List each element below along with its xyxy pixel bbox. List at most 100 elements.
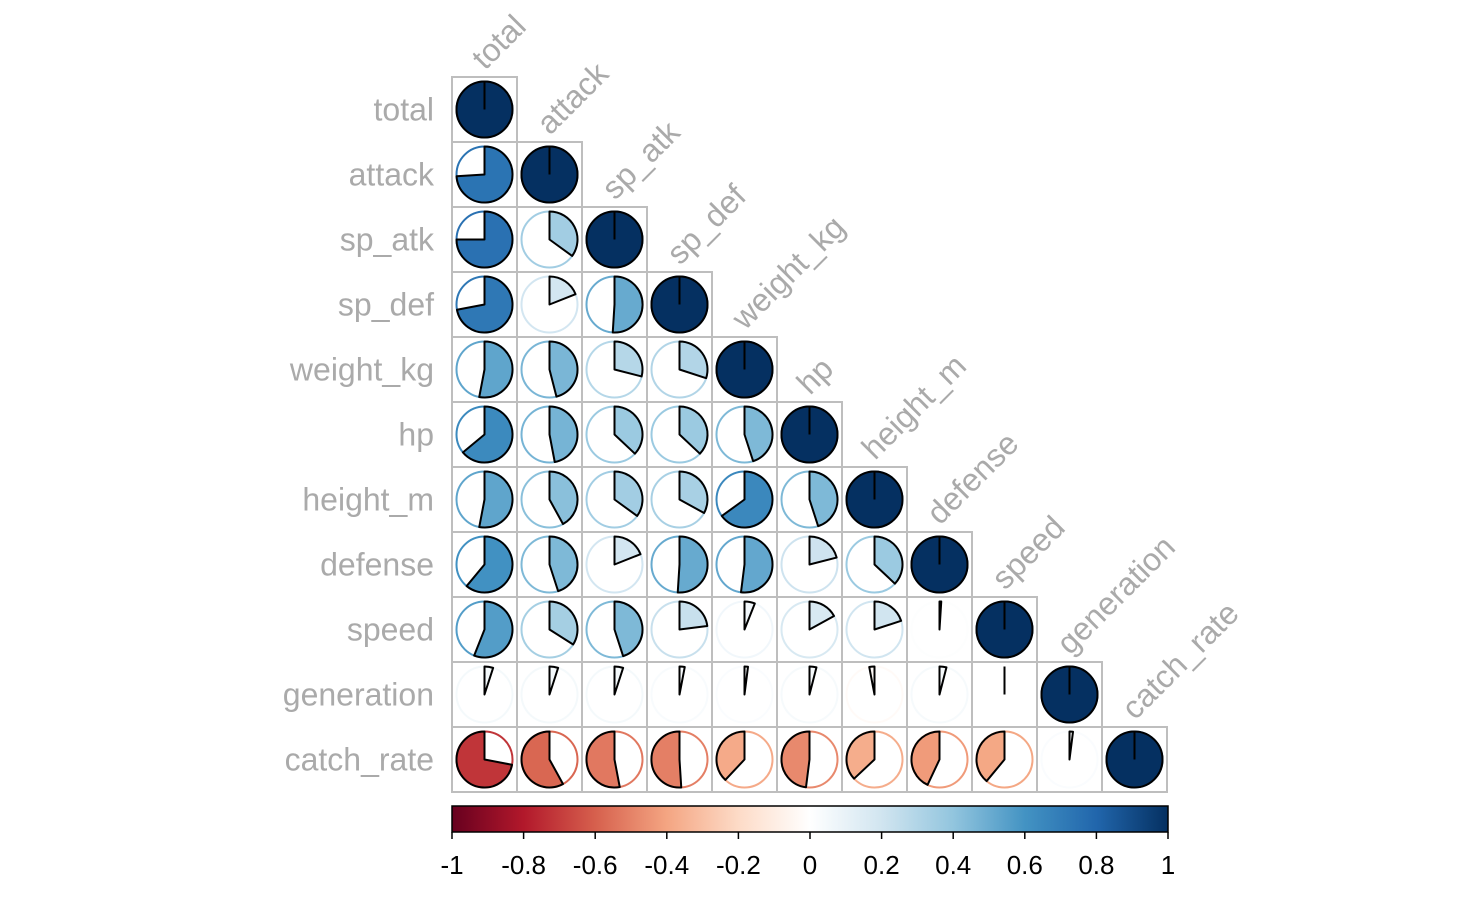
pie-glyph [845, 535, 904, 594]
pie-glyph [455, 470, 514, 529]
column-label: defense [919, 425, 1025, 531]
pie-glyph [455, 730, 514, 789]
pie-slice [715, 730, 746, 781]
pie-slice [548, 535, 579, 593]
pie-glyph [650, 405, 709, 464]
colorbar-tick-label: -0.2 [716, 850, 761, 880]
pie-glyph [780, 730, 839, 789]
pie-slice [650, 730, 683, 789]
pie-glyph [520, 210, 579, 269]
colorbar-tick-label: 1 [1161, 850, 1175, 880]
pie-glyph [715, 600, 774, 659]
row-label: defense [320, 547, 434, 583]
pie-slice [678, 665, 686, 696]
pie-slice [678, 405, 709, 455]
row-label: height_m [302, 482, 434, 518]
pie-slice [613, 340, 644, 378]
column-label: speed [984, 509, 1071, 596]
pie-slice [455, 210, 514, 269]
pie-slice [808, 600, 836, 631]
column-label: total [464, 8, 532, 76]
pie-slice [938, 665, 948, 696]
pie-glyph [650, 535, 709, 594]
pie-slice [520, 730, 564, 789]
pie-slice [613, 405, 644, 455]
pie-slice [780, 730, 811, 789]
pie-slice [483, 665, 495, 696]
pie-glyph [585, 535, 644, 594]
column-label: catch_rate [1114, 595, 1245, 726]
row-label: weight_kg [289, 352, 434, 388]
column-label: generation [1049, 529, 1181, 661]
pie-slice [548, 665, 560, 696]
pie-glyph [650, 340, 709, 399]
pie-glyph [650, 665, 709, 724]
pie-slice [873, 535, 904, 585]
pie-glyph [910, 600, 969, 659]
pie-slice [868, 665, 876, 696]
colorbar-tick-label: -0.6 [573, 850, 618, 880]
pie-slice [678, 600, 709, 631]
pie-slice [585, 730, 621, 789]
pie-glyph [455, 340, 514, 399]
pie-glyph [650, 600, 709, 659]
pie-slice [743, 600, 756, 631]
column-label: weight_kg [724, 209, 852, 337]
pie-slice [548, 340, 579, 398]
pie-slice [808, 470, 839, 528]
pie-slice [613, 600, 644, 658]
pie-slice [473, 600, 514, 659]
column-label: height_m [854, 347, 973, 466]
pie-slice [548, 405, 579, 463]
pie-slice [743, 405, 774, 463]
colorbar: -1 -0.8 -0.6 -0.4 -0.2 0 0.2 0.4 0.6 0.8 1 [440, 805, 1175, 880]
pie-glyph [455, 405, 514, 464]
colorbar-tick-label: 0.6 [1007, 850, 1043, 880]
pie-glyph [910, 535, 969, 594]
pie-slice [845, 730, 876, 780]
pie-glyph [1040, 665, 1099, 724]
pie-slice [678, 340, 709, 380]
pie-glyph [520, 340, 579, 399]
pie-slice [478, 470, 514, 529]
pie-glyph [845, 600, 904, 659]
pie-glyph [975, 600, 1034, 659]
pie-glyph [780, 600, 839, 659]
pie-glyph [520, 600, 579, 659]
pie-glyph [715, 730, 774, 789]
pie-glyph [520, 535, 579, 594]
pie-glyph [845, 730, 904, 789]
pie-slice [678, 470, 709, 514]
pie-glyph [975, 665, 1034, 724]
pie-slice [720, 470, 774, 529]
pie-glyph [715, 340, 774, 399]
pie-glyph [650, 730, 709, 789]
pie-slice [1068, 730, 1075, 761]
column-label: attack [529, 54, 616, 141]
pie-glyph [585, 275, 644, 334]
pie-glyph [845, 665, 904, 724]
pie-slice [478, 340, 514, 399]
pie-slice [910, 730, 941, 786]
grid-cells [451, 76, 1168, 793]
pie-slice [611, 275, 644, 334]
pie-glyph [715, 470, 774, 529]
pie-glyph [715, 405, 774, 464]
pie-glyph [585, 600, 644, 659]
pie-glyph [455, 600, 514, 659]
colorbar-tick-label: -0.4 [644, 850, 689, 880]
grid-cell [1101, 726, 1168, 793]
pie-slice [613, 535, 642, 566]
pie-glyph [910, 730, 969, 789]
row-label: sp_def [338, 287, 434, 323]
pie-slice [548, 210, 579, 257]
pie-glyph [715, 535, 774, 594]
pie-slice [808, 535, 838, 566]
row-label: sp_atk [340, 222, 435, 258]
pie-glyph [585, 210, 644, 269]
colorbar-tick-label: -1 [440, 850, 463, 880]
pie-glyph [585, 340, 644, 399]
pie-slice [676, 535, 709, 594]
